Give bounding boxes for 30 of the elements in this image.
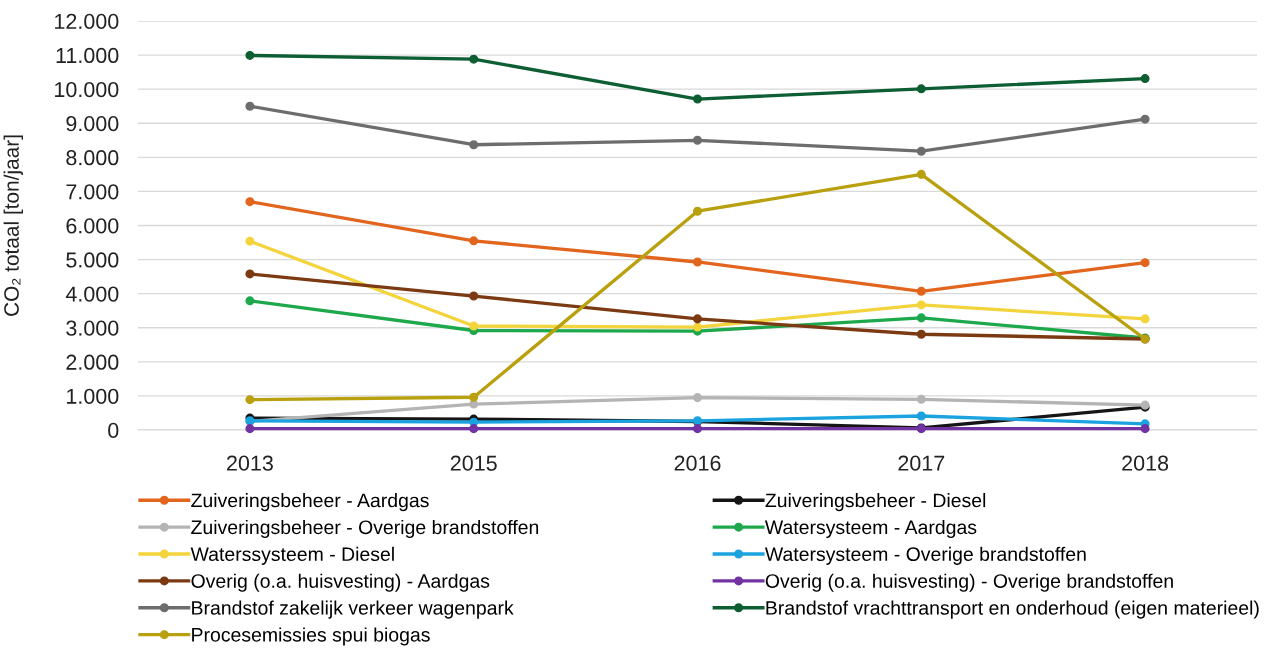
legend-label: Overig (o.a. huisvesting) - Aardgas	[191, 573, 490, 592]
legend-label: Brandstof vrachttransport en onderhoud (eigen materieel)	[766, 600, 1259, 619]
legend-label: Zuiveringsbeheer - Diesel	[765, 493, 986, 512]
x-tick-label: 2016	[674, 455, 721, 471]
y-tick-label: 1.000	[67, 388, 119, 404]
legend-label: Brandstof zakelijk verkeer wagenpark	[192, 600, 514, 619]
y-tick-label: 7.000	[66, 184, 119, 200]
legend-label: Zuiveringsbeheer - Aardgas	[191, 493, 429, 512]
y-tick-label: 3.000	[66, 320, 119, 336]
y-tick-label: 4.000	[65, 286, 119, 302]
legend-label: Watersysteem - Overige brandstoffen	[764, 546, 1086, 565]
legend-label: Overig (o.a. huisvesting) - Overige brandstoffen	[765, 573, 1173, 592]
x-tick-label: 2013	[227, 455, 273, 471]
legend-label: Procesemissies spui biogas	[192, 627, 430, 646]
legend-label: Zuiveringsbeheer - Overige brandstoffen	[191, 519, 539, 538]
x-tick-label: 2015	[450, 455, 497, 471]
y-tick-label: 5.000	[66, 252, 119, 268]
y-tick-label: 6.000	[66, 218, 119, 234]
x-tick-label: 2017	[898, 455, 945, 471]
y-tick-label: 9.000	[66, 116, 119, 132]
y-tick-label: 8.000	[66, 150, 119, 166]
legend-label: Watersysteem - Aardgas	[764, 519, 977, 538]
y-axis-title: CO₂ totaal [ton/jaar]	[3, 135, 23, 316]
y-tick-label: 10.000	[55, 81, 119, 98]
legend-label: Waterssysteem - Diesel	[190, 546, 394, 565]
y-tick-label: 0	[108, 422, 119, 439]
y-tick-label: 2.000	[66, 354, 119, 370]
y-tick-label: 12.000	[55, 13, 119, 30]
x-tick-label: 2018	[1122, 455, 1169, 471]
y-tick-label: 11.000	[56, 47, 119, 64]
